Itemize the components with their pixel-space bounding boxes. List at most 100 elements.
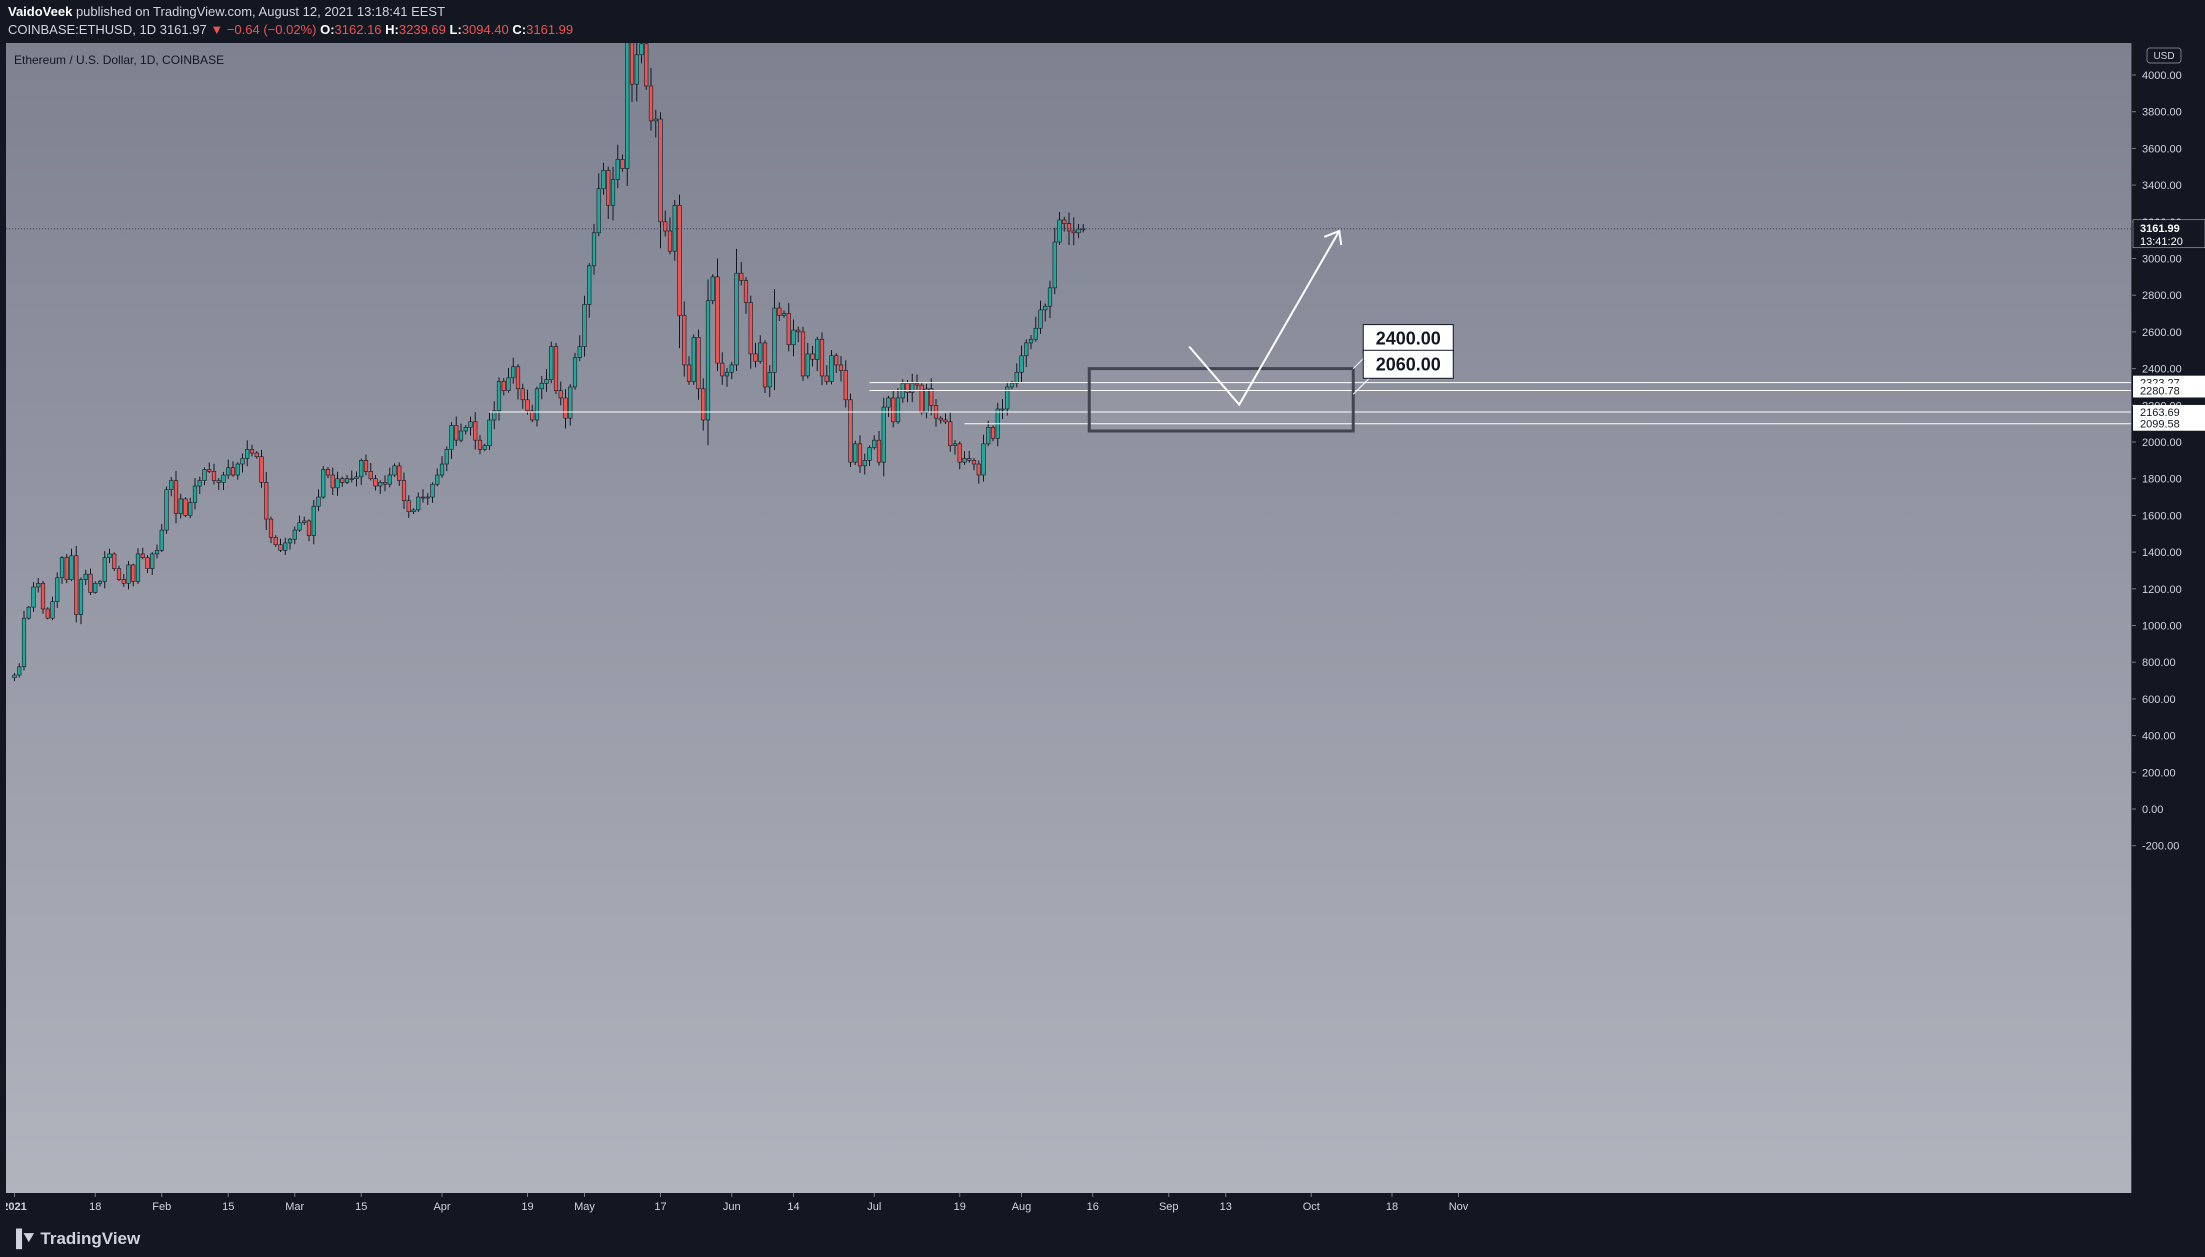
time-tick-label: Sep (1159, 1201, 1179, 1213)
candle (815, 336, 820, 372)
candle (943, 413, 948, 424)
candle (933, 398, 939, 427)
candle (805, 342, 810, 379)
candle (701, 378, 706, 431)
candle-body (430, 483, 435, 498)
candle (715, 258, 720, 372)
candle (872, 435, 877, 450)
candle (1043, 303, 1048, 322)
candle (1009, 380, 1015, 390)
candle-body (154, 549, 160, 555)
candle-body (268, 518, 274, 538)
candle-body (648, 85, 654, 122)
tradingview-logo[interactable]: ▐⯆ TradingView (10, 1229, 140, 1249)
candle (325, 467, 331, 479)
candle-body (335, 478, 340, 489)
chart-pane[interactable]: Ethereum / U.S. Dollar, 1D, COINBASE 240… (6, 21, 2131, 1193)
candle-body (121, 579, 126, 584)
candle-body (549, 346, 554, 380)
candle-body (615, 159, 620, 180)
candle (905, 380, 910, 403)
candle (553, 343, 559, 395)
candle-body (287, 538, 293, 544)
candle-body (810, 353, 815, 360)
candle (1014, 363, 1019, 388)
candle-body (1047, 287, 1053, 307)
candle (449, 422, 454, 459)
candle-body (696, 337, 701, 390)
candle (397, 462, 402, 486)
support-zone (1087, 367, 1355, 433)
price-axis-labels: 2323.272280.782163.692099.583161.9913:41… (2132, 219, 2205, 431)
price-axis-canvas[interactable]: USD -200.00 0.00 200.00 400.00 600.00 800.00 1… (2132, 0, 2205, 1193)
time-axis-canvas[interactable]: 2021 18 Feb 15 Mar 15 Apr 19 May 17 Jun 14 Jul 19 Aug 1… (2, 1193, 2205, 1219)
time-axis[interactable]: 2021 18 Feb 15 Mar 15 Apr 19 May 17 Jun 14 Jul 19 Aug 1… (2, 1193, 2205, 1219)
candle-body (349, 478, 354, 481)
time-tick-label: 19 (954, 1201, 966, 1213)
candle (268, 516, 274, 544)
candle-body (929, 388, 934, 406)
candle (216, 478, 221, 490)
candle-body (235, 463, 240, 476)
candle-body (1066, 223, 1072, 232)
candle (753, 342, 758, 368)
candle (691, 334, 696, 385)
candle-body (952, 443, 958, 446)
candle-body (867, 447, 872, 461)
currency-badge[interactable] (2146, 47, 2182, 64)
candle-body (558, 390, 563, 399)
candle (178, 493, 183, 519)
candle-body (1000, 408, 1005, 411)
candle (330, 467, 335, 496)
candle (387, 467, 392, 488)
chart-canvas[interactable]: Ethereum / U.S. Dollar, 1D, COINBASE 240… (6, 21, 2131, 1193)
candle-body (259, 456, 264, 483)
candle (249, 444, 255, 457)
candle-body (145, 557, 150, 569)
price-axis[interactable]: USD -200.00 0.00 200.00 400.00 600.00 800.00 1… (2131, 0, 2205, 1193)
candle (853, 440, 858, 466)
candle (416, 492, 421, 512)
time-tick-label: 15 (222, 1201, 234, 1213)
candle (549, 341, 554, 384)
candle (316, 489, 321, 512)
candle (563, 389, 568, 429)
candle-body (454, 425, 459, 441)
candle (17, 663, 22, 678)
candle-body (777, 307, 782, 316)
candle-body (216, 480, 221, 483)
candle-body (292, 529, 297, 540)
candle-body (439, 463, 445, 476)
time-tick-label: Jun (723, 1201, 741, 1213)
candle-body (515, 366, 521, 390)
author-name[interactable]: VaidoVeek (8, 4, 73, 19)
candle-body (107, 553, 112, 558)
candle-body (634, 54, 639, 85)
candle-body (843, 370, 848, 401)
candle (340, 476, 345, 487)
candle (487, 412, 492, 451)
symbol-label: COINBASE:ETHUSD, 1D (8, 22, 157, 37)
candle-body (435, 474, 440, 485)
candle-body (805, 353, 810, 377)
candle-body (1043, 305, 1048, 311)
candle (359, 458, 364, 485)
candle (197, 476, 202, 494)
candle (867, 445, 872, 466)
candle-body (378, 482, 383, 487)
candle (297, 515, 302, 532)
last-price-axis-label: 3161.99 (2140, 223, 2180, 235)
candle (492, 401, 497, 430)
candle-body (135, 553, 141, 582)
left-border (0, 43, 6, 1219)
candle (202, 467, 207, 486)
candle-body (444, 449, 449, 465)
candle-body (857, 443, 863, 467)
price-tick-label: 3000.00 (2142, 254, 2182, 266)
candle-body (359, 460, 364, 478)
candle-body (302, 520, 307, 524)
candle (658, 112, 663, 249)
candle (273, 535, 278, 547)
candle (762, 340, 768, 393)
candle-body (26, 606, 31, 619)
